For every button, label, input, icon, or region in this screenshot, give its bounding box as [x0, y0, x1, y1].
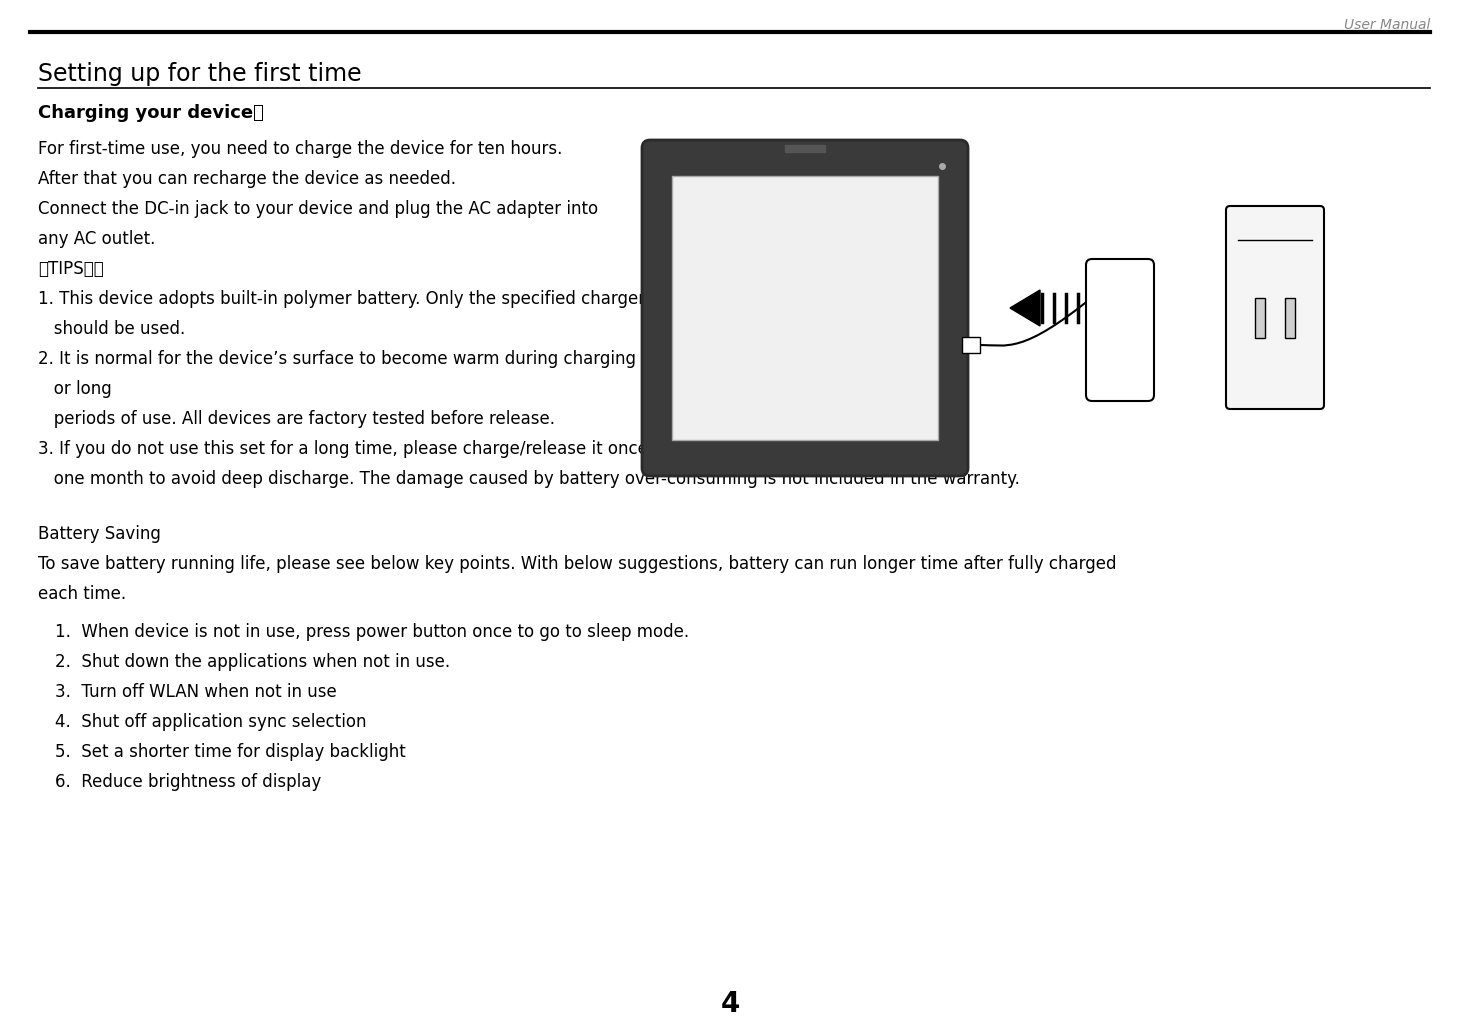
Bar [672, 176, 937, 440]
Bar [962, 337, 980, 353]
Text: 2.  Shut down the applications when not in use.: 2. Shut down the applications when not i… [55, 653, 450, 671]
Text: 5.  Set a shorter time for display backlight: 5. Set a shorter time for display backli… [55, 743, 406, 761]
Text: User Manual: User Manual [1343, 18, 1429, 32]
Text: 3.  Turn off WLAN when not in use: 3. Turn off WLAN when not in use [55, 683, 337, 701]
Text: any AC outlet.: any AC outlet. [38, 230, 155, 248]
Text: 1.  When device is not in use, press power button once to go to sleep mode.: 1. When device is not in use, press powe… [55, 623, 689, 641]
Text: 4: 4 [720, 990, 740, 1018]
FancyBboxPatch shape [1226, 206, 1324, 409]
Polygon shape [1010, 290, 1040, 326]
Bar [1285, 298, 1295, 338]
FancyBboxPatch shape [1086, 259, 1153, 401]
Text: 3. If you do not use this set for a long time, please charge/release it once: 3. If you do not use this set for a long… [38, 440, 648, 458]
Text: For first-time use, you need to charge the device for ten hours.: For first-time use, you need to charge t… [38, 140, 562, 158]
FancyBboxPatch shape [642, 140, 968, 476]
Text: Setting up for the first time: Setting up for the first time [38, 62, 362, 86]
Bar [785, 145, 825, 152]
Text: 6.  Reduce brightness of display: 6. Reduce brightness of display [55, 773, 321, 791]
Text: 【TIPS】：: 【TIPS】： [38, 260, 104, 278]
Text: Charging your device：: Charging your device： [38, 104, 264, 122]
Text: should be used.: should be used. [38, 320, 185, 338]
Text: 4.  Shut off application sync selection: 4. Shut off application sync selection [55, 713, 366, 731]
Text: To save battery running life, please see below key points. With below suggestion: To save battery running life, please see… [38, 555, 1117, 573]
Text: 1. This device adopts built-in polymer battery. Only the specified charger: 1. This device adopts built-in polymer b… [38, 290, 645, 308]
Text: 2. It is normal for the device’s surface to become warm during charging: 2. It is normal for the device’s surface… [38, 350, 637, 368]
Text: After that you can recharge the device as needed.: After that you can recharge the device a… [38, 170, 456, 188]
Text: one month to avoid deep discharge. The damage caused by battery over-consuming i: one month to avoid deep discharge. The d… [38, 470, 1021, 488]
Text: Battery Saving: Battery Saving [38, 525, 161, 543]
Text: periods of use. All devices are factory tested before release.: periods of use. All devices are factory … [38, 410, 555, 428]
Text: or long: or long [38, 380, 112, 398]
Bar [1256, 298, 1264, 338]
Text: each time.: each time. [38, 585, 126, 603]
Text: Connect the DC-in jack to your device and plug the AC adapter into: Connect the DC-in jack to your device an… [38, 200, 599, 218]
